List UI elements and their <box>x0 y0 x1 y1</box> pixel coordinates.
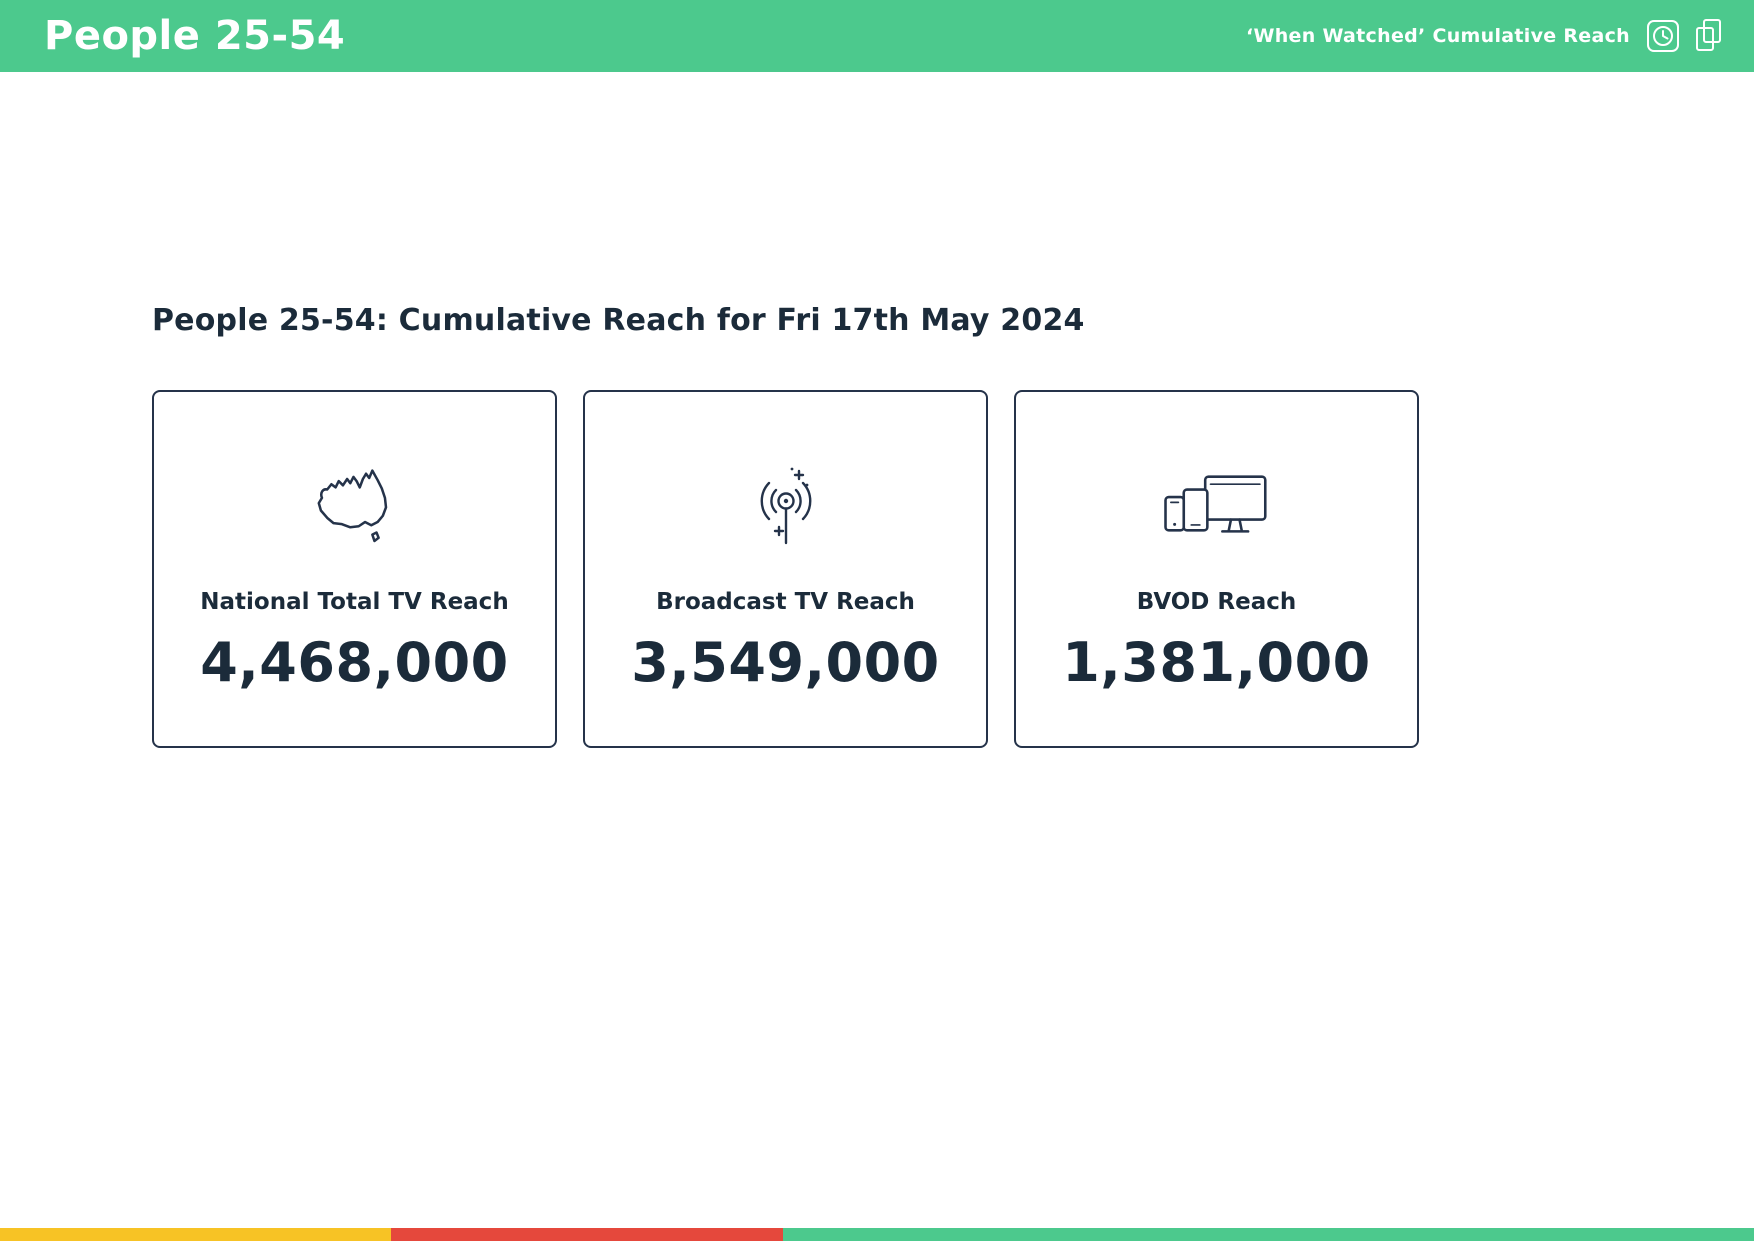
card-label: Broadcast TV Reach <box>656 589 915 615</box>
broadcast-antenna-icon <box>736 458 836 563</box>
footer-segment-red <box>391 1228 784 1241</box>
card-label: National Total TV Reach <box>200 589 509 615</box>
footer-segment-yellow <box>0 1228 392 1241</box>
header-subtitle: ‘When Watched’ Cumulative Reach <box>1245 25 1630 47</box>
card-bvod-reach: BVOD Reach 1,381,000 <box>1014 390 1419 748</box>
card-label: BVOD Reach <box>1136 589 1297 615</box>
page-title: People 25-54 <box>44 13 346 59</box>
copy-icon[interactable] <box>1690 17 1728 55</box>
australia-map-icon <box>302 458 407 563</box>
card-value: 3,549,000 <box>631 631 940 694</box>
main-content: People 25-54: Cumulative Reach for Fri 1… <box>0 72 1754 748</box>
card-value: 1,381,000 <box>1062 631 1371 694</box>
reach-cards: National Total TV Reach 4,468,000 <box>152 390 1754 748</box>
history-icon[interactable] <box>1644 17 1682 55</box>
card-national-total-tv-reach: National Total TV Reach 4,468,000 <box>152 390 557 748</box>
header: People 25-54 ‘When Watched’ Cumulative R… <box>0 0 1754 72</box>
card-value: 4,468,000 <box>200 631 509 694</box>
card-broadcast-tv-reach: Broadcast TV Reach 3,549,000 <box>583 390 988 748</box>
footer-segment-green <box>783 1228 1754 1241</box>
devices-icon <box>1158 458 1276 563</box>
footer-color-strip <box>0 1228 1754 1241</box>
section-title: People 25-54: Cumulative Reach for Fri 1… <box>152 303 1085 338</box>
